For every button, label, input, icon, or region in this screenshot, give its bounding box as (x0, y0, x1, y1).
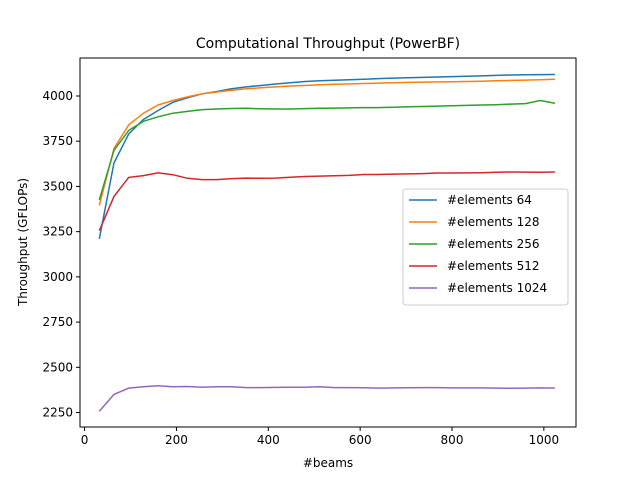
y-tick-label: 2500 (42, 360, 73, 374)
y-tick-label: 2250 (42, 406, 73, 420)
legend-label: #elements 64 (447, 193, 532, 207)
legend-label: #elements 128 (447, 215, 540, 229)
chart-title: Computational Throughput (PowerBF) (196, 36, 460, 52)
x-tick-label: 0 (81, 433, 89, 447)
x-tick-label: 800 (441, 433, 464, 447)
y-tick-label: 3500 (42, 179, 73, 193)
y-tick-label: 2750 (42, 315, 73, 329)
y-axis: 2250 2500 2750 3000 3250 3500 3750 4000 (42, 89, 80, 420)
series-line-5 (98, 385, 555, 412)
legend-box (402, 188, 569, 306)
y-axis-label: Throughput (GFLOPs) (16, 178, 30, 307)
x-axis-label: #beams (303, 456, 353, 470)
x-axis: 0 200 400 600 800 1000 (81, 427, 559, 447)
legend-label: #elements 512 (447, 259, 540, 273)
legend: #elements 64 #elements 128 #elements 256 #e… (402, 188, 569, 306)
x-tick-label: 600 (349, 433, 372, 447)
x-tick-label: 1000 (529, 433, 560, 447)
legend-label: #elements 1024 (447, 281, 547, 295)
series-line-1 (98, 73, 555, 240)
y-tick-label: 3000 (42, 270, 73, 284)
plot-frame (79, 57, 577, 428)
y-tick-label: 4000 (42, 89, 73, 103)
x-tick-label: 200 (165, 433, 188, 447)
x-tick-label: 400 (257, 433, 280, 447)
series-line-3 (98, 99, 556, 201)
y-tick-label: 3750 (42, 134, 73, 148)
series-line-2 (98, 78, 555, 206)
y-tick-label: 3250 (42, 225, 73, 239)
series-layer (98, 73, 556, 412)
legend-label: #elements 256 (447, 237, 540, 251)
series-line-4 (98, 171, 555, 231)
